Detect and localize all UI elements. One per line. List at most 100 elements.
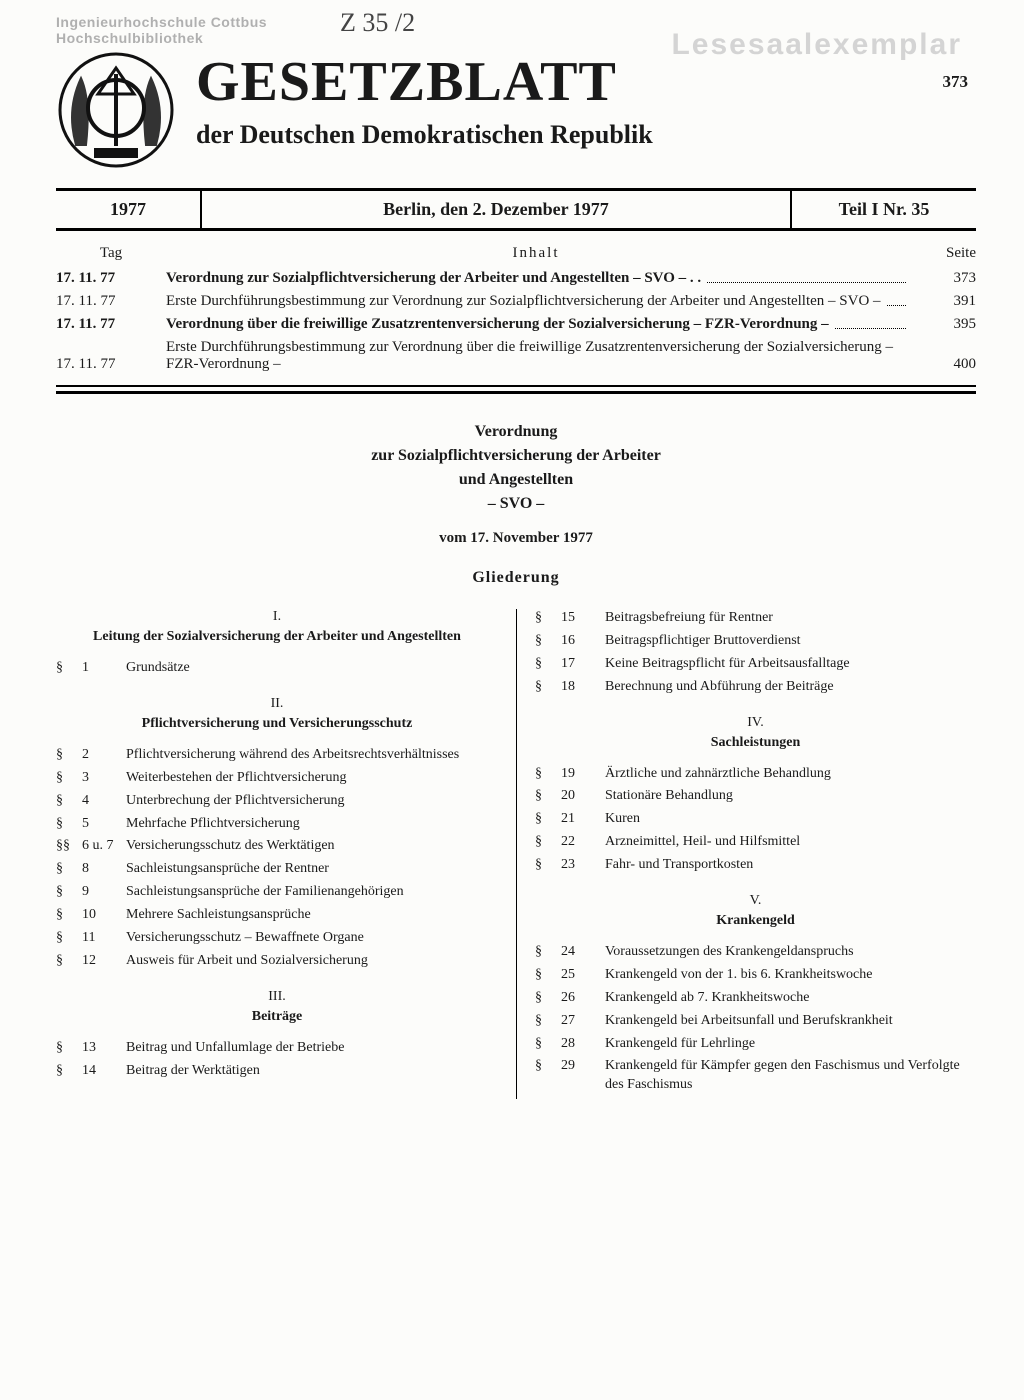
masthead: GESETZBLATT der Deutschen Demokratischen… bbox=[56, 50, 976, 170]
para-number: 22 bbox=[561, 833, 605, 852]
paragraph-row: §23Fahr- und Transportkosten bbox=[535, 856, 976, 875]
toc-text: Verordnung über die freiwillige Zusatzre… bbox=[166, 316, 906, 333]
para-symbol: § bbox=[535, 655, 561, 674]
section-number: III. bbox=[56, 989, 498, 1005]
outline-columns: I. Leitung der Sozialversicherung der Arb… bbox=[56, 609, 976, 1099]
paragraph-row: §17Keine Beitragspflicht für Arbeitsausf… bbox=[535, 655, 976, 674]
table-of-contents: Tag Inhalt Seite 17. 11. 77Verordnung zu… bbox=[56, 245, 976, 373]
toc-page: 373 bbox=[906, 270, 976, 287]
para-number: 27 bbox=[561, 1012, 605, 1031]
section-title: Pflichtversicherung und Versicherungssch… bbox=[56, 716, 498, 732]
section-number: I. bbox=[56, 609, 498, 625]
paragraph-row: §§6 u. 7Versicherungsschutz des Werktäti… bbox=[56, 837, 498, 856]
para-number: 1 bbox=[82, 659, 126, 678]
section-title: Beiträge bbox=[56, 1009, 498, 1025]
toc-page: 400 bbox=[906, 356, 976, 373]
paragraph-row: §2Pflichtversicherung während des Arbeit… bbox=[56, 746, 498, 765]
para-text: Weiterbestehen der Pflichtversicherung bbox=[126, 769, 498, 788]
para-text: Keine Beitragspflicht für Arbeitsausfall… bbox=[605, 655, 976, 674]
para-text: Unterbrechung der Pflichtversicherung bbox=[126, 792, 498, 811]
para-symbol: § bbox=[535, 765, 561, 784]
paragraph-row: §22Arzneimittel, Heil- und Hilfsmittel bbox=[535, 833, 976, 852]
doc-line3: und Angestellten bbox=[459, 471, 573, 488]
regulation-date: vom 17. November 1977 bbox=[56, 530, 976, 547]
para-number: 9 bbox=[82, 883, 126, 902]
para-number: 13 bbox=[82, 1039, 126, 1058]
para-symbol: § bbox=[56, 1062, 82, 1081]
toc-row: 17. 11. 77Erste Durchführungsbestimmung … bbox=[56, 339, 976, 373]
toc-page: 395 bbox=[906, 316, 976, 333]
para-symbol: § bbox=[535, 1012, 561, 1031]
para-number: 15 bbox=[561, 609, 605, 628]
paragraph-row: §10Mehrere Sachleistungsansprüche bbox=[56, 906, 498, 925]
para-number: 26 bbox=[561, 989, 605, 1008]
outline-col-right: § 15Beitragsbefreiung für Rentner §16Beitr… bbox=[516, 609, 976, 1099]
para-symbol: § bbox=[535, 966, 561, 985]
toc-h-page: Seite bbox=[906, 245, 976, 262]
para-number: 10 bbox=[82, 906, 126, 925]
para-symbol: § bbox=[56, 769, 82, 788]
para-symbol: § bbox=[535, 989, 561, 1008]
para-symbol: § bbox=[535, 856, 561, 875]
section-number: V. bbox=[535, 893, 976, 909]
section-title: Krankengeld bbox=[535, 913, 976, 929]
para-text: Ärztliche und zahnärztliche Behandlung bbox=[605, 765, 976, 784]
para-text: Sachleistungsansprüche der Familienangeh… bbox=[126, 883, 498, 902]
para-text: Sachleistungsansprüche der Rentner bbox=[126, 860, 498, 879]
stamp-line2: Hochschulbibliothek bbox=[56, 30, 203, 46]
stamp-line1: Ingenieurhochschule Cottbus bbox=[56, 14, 267, 30]
issue-part: Teil I Nr. 35 bbox=[792, 191, 976, 228]
regulation-title: Verordnung zur Sozialpflichtversicherung… bbox=[56, 420, 976, 516]
paragraph-row: §12Ausweis für Arbeit und Sozialversiche… bbox=[56, 952, 498, 971]
section-title: Sachleistungen bbox=[535, 735, 976, 751]
paragraph-row: §27Krankengeld bei Arbeitsunfall und Ber… bbox=[535, 1012, 976, 1031]
para-text: Stationäre Behandlung bbox=[605, 787, 976, 806]
para-symbol: § bbox=[56, 929, 82, 948]
para-symbol: § bbox=[56, 860, 82, 879]
para-text: Arzneimittel, Heil- und Hilfsmittel bbox=[605, 833, 976, 852]
section-title: Leitung der Sozialversicherung der Arbei… bbox=[56, 629, 498, 645]
para-text: Beitrag und Unfallumlage der Betriebe bbox=[126, 1039, 498, 1058]
para-text: Kuren bbox=[605, 810, 976, 829]
para-symbol: § bbox=[56, 1039, 82, 1058]
para-number: 21 bbox=[561, 810, 605, 829]
page-number-top: 373 bbox=[943, 72, 969, 92]
paragraph-row: §16Beitragspflichtiger Bruttoverdienst bbox=[535, 632, 976, 651]
para-symbol: § bbox=[535, 678, 561, 697]
para-number: 18 bbox=[561, 678, 605, 697]
para-text: Versicherungsschutz – Bewaffnete Organe bbox=[126, 929, 498, 948]
toc-text: Erste Durchführungsbestimmung zur Verord… bbox=[166, 339, 906, 373]
paragraph-row: §25Krankengeld von der 1. bis 6. Krankhe… bbox=[535, 966, 976, 985]
paragraph-row: §9Sachleistungsansprüche der Familienang… bbox=[56, 883, 498, 902]
para-text: Voraussetzungen des Krankengeldanspruchs bbox=[605, 943, 976, 962]
para-text: Versicherungsschutz des Werktätigen bbox=[126, 837, 498, 856]
toc-h-day: Tag bbox=[56, 245, 166, 262]
section-divider bbox=[56, 385, 976, 394]
paragraph-row: §18Berechnung und Abführung der Beiträge bbox=[535, 678, 976, 697]
para-number: 6 u. 7 bbox=[82, 837, 126, 856]
issue-place-date: Berlin, den 2. Dezember 1977 bbox=[202, 191, 792, 228]
para-text: Beitragspflichtiger Bruttoverdienst bbox=[605, 632, 976, 651]
toc-text: Erste Durchführungsbestimmung zur Verord… bbox=[166, 293, 906, 310]
toc-row: 17. 11. 77Erste Durchführungsbestimmung … bbox=[56, 293, 976, 310]
para-symbol: § bbox=[535, 1057, 561, 1095]
para-number: 20 bbox=[561, 787, 605, 806]
para-symbol: § bbox=[535, 787, 561, 806]
paragraph-row: §20Stationäre Behandlung bbox=[535, 787, 976, 806]
para-number: 2 bbox=[82, 746, 126, 765]
toc-text: Verordnung zur Sozialpflichtversicherung… bbox=[166, 270, 906, 287]
paragraph-row: §14Beitrag der Werktätigen bbox=[56, 1062, 498, 1081]
toc-date: 17. 11. 77 bbox=[56, 316, 166, 333]
para-symbol: § bbox=[535, 943, 561, 962]
state-emblem-icon bbox=[56, 50, 176, 170]
para-number: 28 bbox=[561, 1035, 605, 1054]
para-number: 4 bbox=[82, 792, 126, 811]
para-symbol: § bbox=[535, 833, 561, 852]
toc-row: 17. 11. 77Verordnung zur Sozialpflichtve… bbox=[56, 270, 976, 287]
para-symbol: § bbox=[56, 815, 82, 834]
para-text: Beitrag der Werktätigen bbox=[126, 1062, 498, 1081]
para-symbol: § bbox=[56, 746, 82, 765]
gazette-subtitle: der Deutschen Demokratischen Republik bbox=[196, 120, 976, 150]
para-text: Pflichtversicherung während des Arbeitsr… bbox=[126, 746, 498, 765]
para-text: Beitragsbefreiung für Rentner bbox=[605, 609, 976, 628]
